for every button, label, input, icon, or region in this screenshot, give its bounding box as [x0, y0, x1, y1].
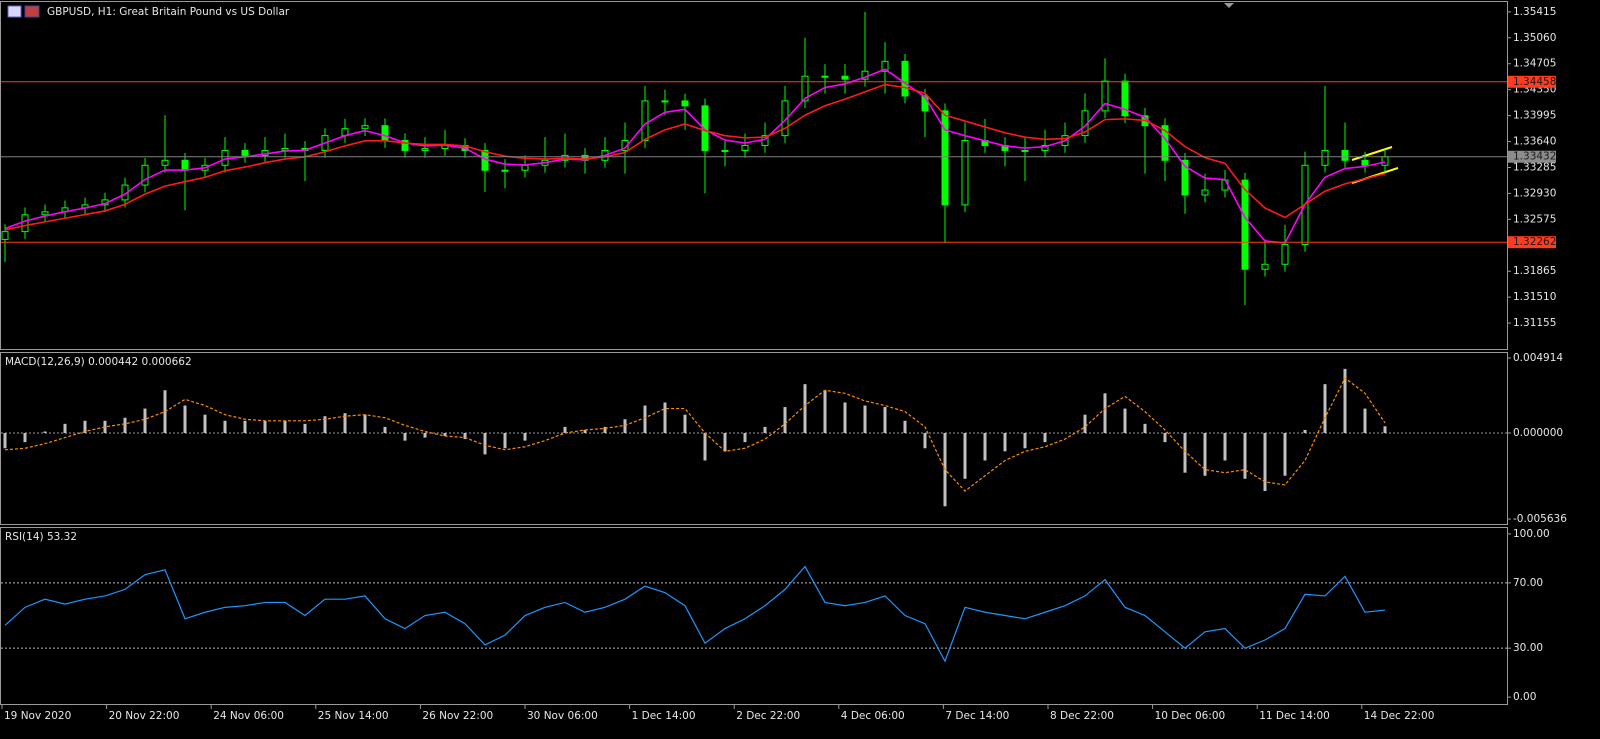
price-level-label: 1.33432 [1513, 151, 1556, 163]
x-tick-label: 10 Dec 06:00 [1155, 710, 1226, 722]
candle-body [801, 75, 809, 102]
price-level-label: 1.32262 [1513, 236, 1556, 248]
candle-body [1181, 159, 1189, 196]
candle-body [401, 140, 409, 151]
chart-title: GBPUSD, H1: Great Britain Pound vs US Do… [47, 6, 290, 18]
candle-body [681, 100, 689, 107]
y-tick-label: 0.000000 [1513, 427, 1563, 439]
candle-body [741, 144, 749, 151]
x-tick-label: 24 Nov 06:00 [213, 710, 284, 722]
x-tick-label: 2 Dec 22:00 [736, 710, 800, 722]
candle-body [1041, 144, 1049, 151]
y-tick-label: -0.005636 [1513, 513, 1567, 525]
candle-body [41, 211, 49, 216]
y-tick-label: 1.32575 [1513, 213, 1556, 225]
x-tick-label: 1 Dec 14:00 [632, 710, 696, 722]
candle-body [1121, 80, 1129, 117]
candle-body [1341, 149, 1349, 161]
candle-body [1281, 243, 1289, 265]
y-tick-label: 1.31865 [1513, 265, 1556, 277]
candle-body [641, 100, 649, 142]
candle-body [881, 60, 889, 72]
moving-average [4, 68, 1386, 244]
y-tick-label: 1.35060 [1513, 32, 1556, 44]
candle-body [1241, 179, 1249, 270]
shift-marker [1224, 3, 1234, 8]
price-level-tag [1508, 75, 1556, 88]
candle-body [361, 125, 369, 130]
rsi-title: RSI(14) 53.32 [5, 531, 77, 543]
y-tick-label: 1.32930 [1513, 187, 1556, 199]
x-tick-label: 19 Nov 2020 [4, 710, 71, 722]
candle-body [221, 149, 229, 166]
macd-signal [4, 377, 1386, 492]
candle-body [501, 169, 509, 172]
rsi-panel-frame [0, 527, 1508, 705]
y-tick-label: 70.00 [1513, 577, 1543, 589]
candle-body [241, 149, 249, 156]
candle-body [901, 60, 909, 97]
price-level-tag [1508, 150, 1556, 163]
rsi-line [4, 565, 1386, 663]
y-tick-label: 1.34705 [1513, 58, 1556, 70]
candle-body [721, 149, 729, 152]
candle-body [1261, 263, 1269, 270]
candle-body [661, 100, 669, 103]
x-tick-label: 8 Dec 22:00 [1050, 710, 1114, 722]
moving-average [4, 83, 1386, 231]
candle-body [821, 75, 829, 78]
y-tick-label: 1.33285 [1513, 161, 1556, 173]
price-level-tag [1508, 236, 1556, 249]
symbol-icon [7, 5, 22, 18]
y-tick-label: 1.33640 [1513, 136, 1556, 148]
candle-body [1021, 149, 1029, 152]
y-tick-label: 1.31155 [1513, 317, 1556, 329]
candle-body [1381, 156, 1389, 166]
trend-line [1351, 146, 1393, 161]
x-tick-label: 4 Dec 06:00 [841, 710, 905, 722]
candle-body [421, 147, 429, 151]
candle-body [161, 159, 169, 166]
x-tick-label: 26 Nov 22:00 [422, 710, 493, 722]
candle-body [1321, 149, 1329, 166]
flag-icon [24, 5, 40, 18]
macd-panel-frame [0, 352, 1508, 525]
macd-title: MACD(12,26,9) 0.000442 0.000662 [5, 356, 192, 368]
x-tick-label: 14 Dec 22:00 [1364, 710, 1435, 722]
main-panel-frame [0, 1, 1508, 350]
y-tick-label: 1.31510 [1513, 291, 1556, 303]
candle-body [1101, 80, 1109, 112]
y-tick-label: 1.35415 [1513, 6, 1556, 18]
candle-body [941, 110, 949, 206]
candle-body [1361, 159, 1369, 166]
y-tick-label: 30.00 [1513, 642, 1543, 654]
candle-body [781, 100, 789, 137]
candle-body [1, 231, 9, 240]
candle-body [21, 214, 29, 233]
candle-body [381, 125, 389, 142]
x-tick-label: 11 Dec 14:00 [1259, 710, 1330, 722]
x-tick-label: 25 Nov 14:00 [318, 710, 389, 722]
candle-body [1201, 189, 1209, 196]
y-tick-label: 1.33995 [1513, 110, 1556, 122]
candle-body [701, 105, 709, 151]
candle-body [841, 75, 849, 80]
candle-body [141, 164, 149, 186]
x-tick-label: 20 Nov 22:00 [109, 710, 180, 722]
x-tick-label: 7 Dec 14:00 [945, 710, 1009, 722]
candle-body [961, 140, 969, 206]
candle-body [181, 159, 189, 171]
y-tick-label: 0.00 [1513, 691, 1536, 703]
y-tick-label: 100.00 [1513, 528, 1550, 540]
candle-body [281, 147, 289, 151]
x-tick-label: 30 Nov 06:00 [527, 710, 598, 722]
price-level-label: 1.34458 [1513, 76, 1556, 88]
candle-body [521, 164, 529, 171]
y-tick-label: 0.004914 [1513, 352, 1563, 364]
